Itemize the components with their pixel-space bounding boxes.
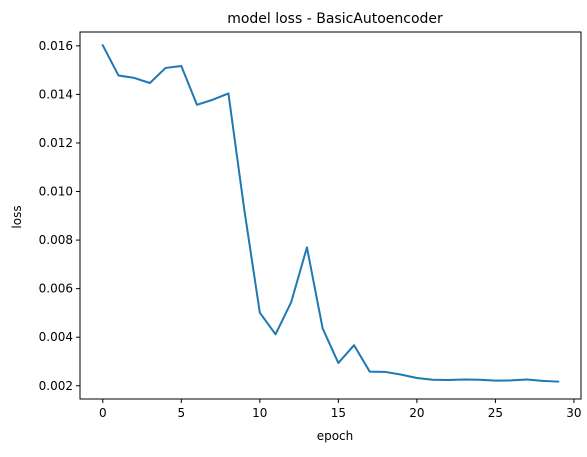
series-line-0 [101,44,560,383]
y-tick-label: 0.014 [39,87,73,101]
x-tick-label: 0 [99,406,107,420]
x-axis-label: epoch [317,429,354,443]
x-tick-label: 5 [177,406,185,420]
y-tick-label: 0.016 [39,39,73,53]
y-tick-label: 0.010 [39,185,73,199]
chart-title: model loss - BasicAutoencoder [227,11,443,27]
x-tick-label: 25 [488,406,503,420]
x-tick-label: 10 [252,406,267,420]
y-tick-label: 0.008 [39,233,73,247]
x-tick-label: 20 [409,406,424,420]
y-tick-label: 0.002 [39,379,73,393]
plot-area: 0 5 10 15 20 25 30 0.002 0.004 0.006 0.008 0.010 0.0… [39,31,582,420]
y-tick-label: 0.004 [39,330,73,344]
axes-frame [79,31,582,400]
y-tick-label: 0.012 [39,136,73,150]
x-tick-label: 15 [331,406,346,420]
x-tick-label: 30 [566,406,581,420]
y-axis-label: loss [10,205,24,228]
y-tick-label: 0.006 [39,282,73,296]
